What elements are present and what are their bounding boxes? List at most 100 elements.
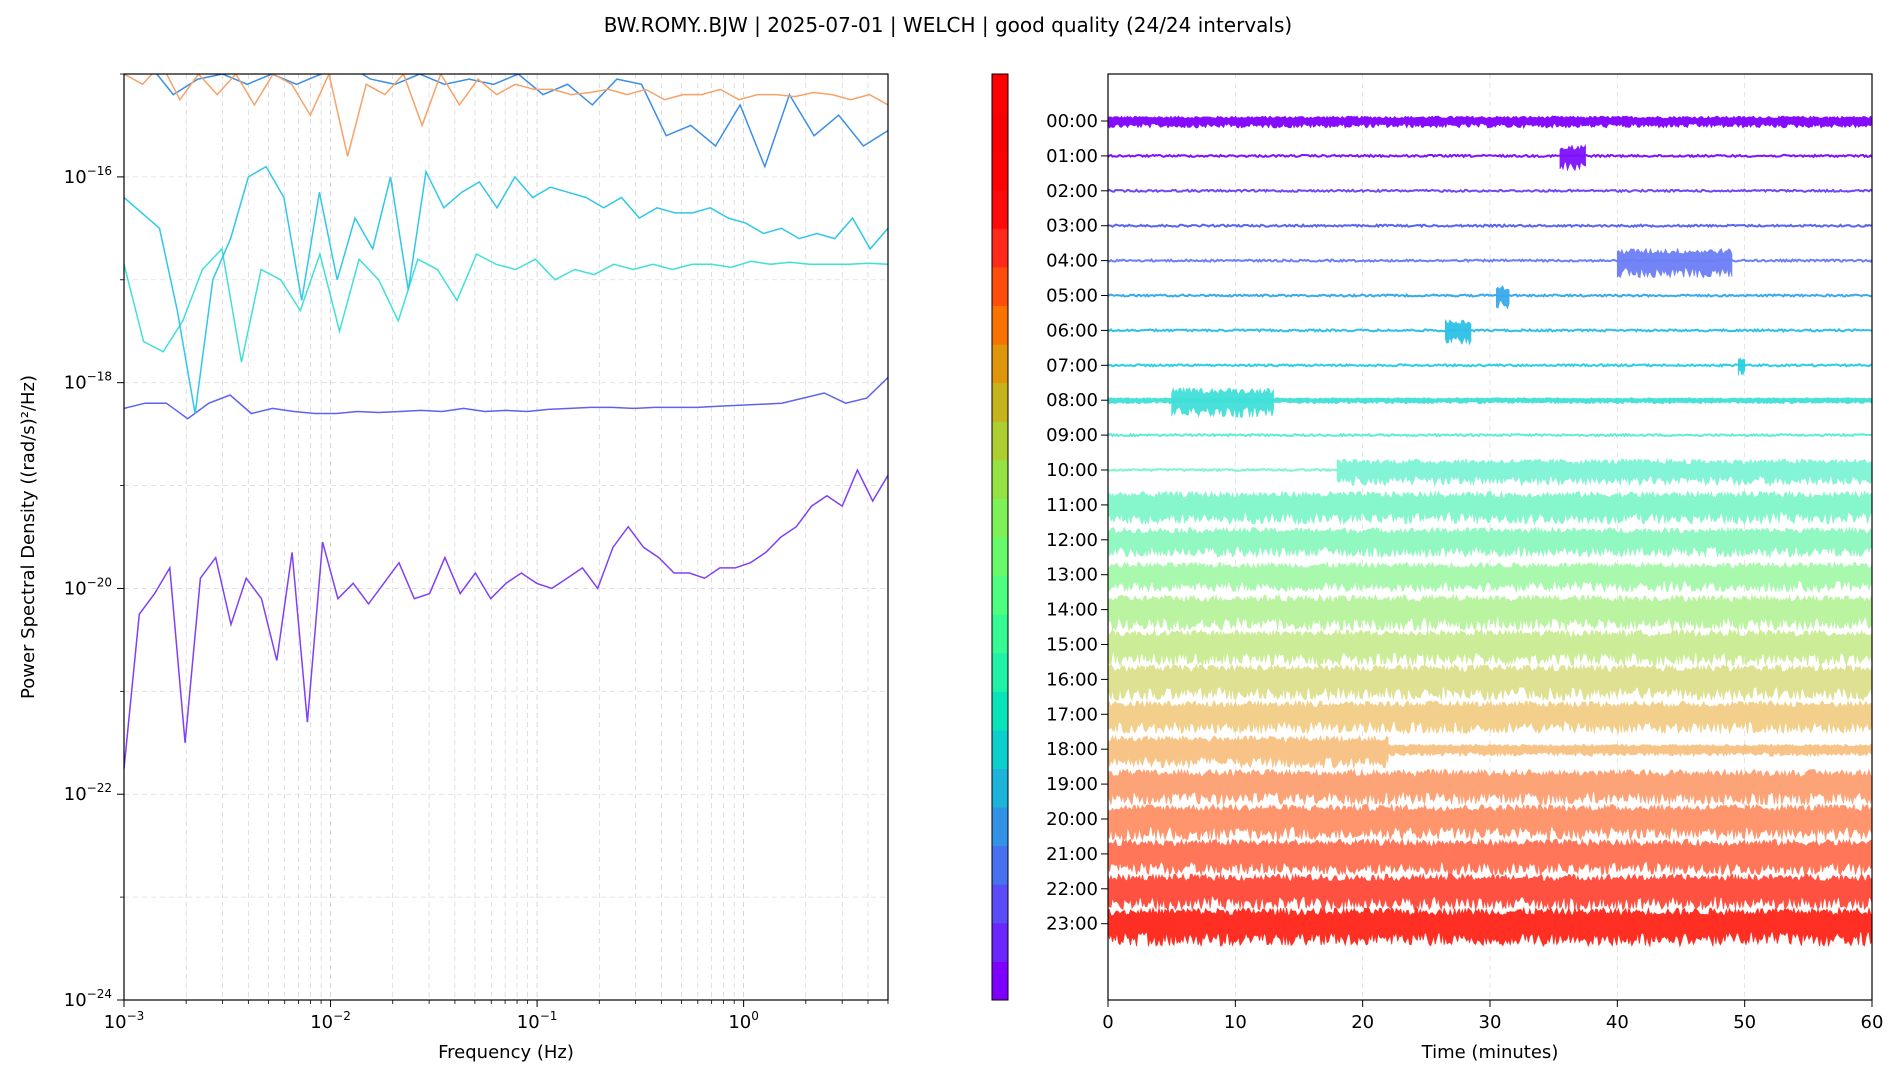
timeseries-y-tick-label: 04:00	[1046, 251, 1098, 272]
timeseries-trace-1700	[1108, 699, 1872, 735]
timeseries-trace-1900	[1108, 767, 1872, 807]
colorbar-segment	[992, 151, 1008, 191]
timeseries-y-tick-label: 13:00	[1046, 565, 1098, 586]
timeseries-x-tick-label: 40	[1606, 1012, 1629, 1033]
timeseries-y-tick-label: 16:00	[1046, 669, 1098, 690]
timeseries-x-axis-label: Time (minutes)	[1421, 1042, 1559, 1063]
psd-series-line-4	[124, 74, 888, 169]
timeseries-y-tick-label: 15:00	[1046, 635, 1098, 656]
timeseries-trace-2200	[1108, 872, 1872, 911]
psd-y-tick-label: 10−18	[64, 370, 112, 394]
colorbar-segment	[992, 421, 1008, 461]
colorbar	[991, 73, 1009, 1001]
colorbar-segment	[992, 575, 1008, 615]
timeseries-trace-0700	[1737, 357, 1746, 376]
timeseries-trace-2000	[1108, 802, 1872, 842]
timeseries-y-tick-label: 18:00	[1046, 739, 1098, 760]
colorbar-segment	[992, 729, 1008, 769]
timeseries-x-tick-label: 60	[1861, 1012, 1884, 1033]
timeseries-trace-1000	[1108, 467, 1338, 473]
colorbar-segment	[992, 305, 1008, 345]
timeseries-y-ticks: 00:00 01:00 02:00 03:00 04:00 05:00 06:00 07:00…	[1046, 111, 1108, 935]
timeseries-trace-1800	[1108, 734, 1389, 770]
timeseries-x-tick-label: 50	[1733, 1012, 1756, 1033]
timeseries-y-tick-label: 22:00	[1046, 879, 1098, 900]
colorbar-segment	[992, 614, 1008, 654]
timeseries-trace-1600	[1108, 663, 1872, 702]
timeseries-trace-0800	[1108, 397, 1872, 405]
psd-x-tick-label: 100	[728, 1009, 759, 1033]
timeseries-y-tick-label: 21:00	[1046, 844, 1098, 865]
psd-y-axis-label: Power Spectral Density ((rad/s)²/Hz)	[18, 375, 39, 699]
timeseries-trace-2100	[1108, 837, 1872, 877]
figure-title: BW.ROMY..BJW | 2025-07-01 | WELCH | good…	[604, 13, 1292, 37]
timeseries-x-ticks: 0 10 20 30 40 50 60	[1102, 1000, 1883, 1033]
timeseries-y-tick-label: 05:00	[1046, 286, 1098, 307]
timeseries-y-tick-label: 08:00	[1046, 390, 1098, 411]
psd-plot-panel: 10−3 10−2 10−1 100 10−16 10−18 10−20 10−22 10−2…	[18, 73, 889, 1063]
timeseries-y-tick-label: 07:00	[1046, 355, 1098, 376]
psd-y-tick-label: 10−22	[64, 781, 112, 805]
colorbar-segment	[992, 691, 1008, 731]
timeseries-trace-1300	[1108, 561, 1872, 594]
psd-series-line-5	[124, 74, 888, 157]
timeseries-trace-0800	[1171, 386, 1274, 418]
timeseries-trace-0400	[1108, 258, 1872, 264]
psd-y-ticks: 10−16 10−18 10−20 10−22 10−24	[64, 73, 124, 1011]
psd-y-tick-label: 10−20	[64, 575, 112, 599]
psd-series-line-2	[124, 247, 888, 363]
timeseries-y-tick-label: 23:00	[1046, 914, 1098, 935]
timeseries-y-tick-label: 11:00	[1046, 495, 1098, 516]
timeseries-trace-0200	[1108, 188, 1872, 194]
psd-series-group	[124, 74, 888, 769]
psd-x-tick-label: 10−3	[104, 1009, 145, 1033]
colorbar-segment	[992, 228, 1008, 268]
colorbar-segment	[992, 459, 1008, 499]
timeseries-trace-2300	[1108, 906, 1872, 948]
timeseries-trace-0600	[1445, 319, 1472, 346]
timeseries-trace-0300	[1108, 223, 1872, 229]
colorbar-segment	[992, 382, 1008, 422]
timeseries-y-tick-label: 12:00	[1046, 530, 1098, 551]
timeseries-trace-0500	[1496, 285, 1510, 310]
psd-series-line-3	[124, 165, 888, 414]
timeseries-y-tick-label: 02:00	[1046, 181, 1098, 202]
colorbar-segment	[992, 652, 1008, 692]
psd-x-axis-label: Frequency (Hz)	[438, 1042, 574, 1063]
psd-y-tick-label: 10−16	[64, 164, 112, 188]
psd-series-line-0	[124, 468, 888, 769]
timeseries-y-tick-label: 09:00	[1046, 425, 1098, 446]
timeseries-y-tick-label: 06:00	[1046, 320, 1098, 341]
timeseries-trace-1200	[1108, 526, 1872, 559]
timeseries-x-tick-label: 30	[1479, 1012, 1502, 1033]
timeseries-x-tick-label: 0	[1102, 1012, 1113, 1033]
timeseries-trace-1000	[1336, 457, 1872, 487]
colorbar-segment	[992, 344, 1008, 384]
timeseries-trace-1100	[1108, 489, 1872, 526]
timeseries-x-tick-label: 20	[1351, 1012, 1374, 1033]
timeseries-trace-0700	[1108, 362, 1872, 368]
timeseries-trace-0100	[1108, 153, 1872, 159]
timeseries-y-tick-label: 00:00	[1046, 111, 1098, 132]
timeseries-y-tick-label: 10:00	[1046, 460, 1098, 481]
timeseries-x-tick-label: 10	[1224, 1012, 1247, 1033]
colorbar-segment	[992, 266, 1008, 306]
timeseries-series-group	[1108, 115, 1872, 948]
timeseries-trace-0000	[1108, 115, 1872, 130]
colorbar-segment	[992, 922, 1008, 962]
colorbar-segment	[992, 189, 1008, 229]
timeseries-y-tick-label: 01:00	[1046, 146, 1098, 167]
timeseries-trace-0900	[1108, 432, 1872, 438]
timeseries-y-tick-label: 03:00	[1046, 216, 1098, 237]
psd-series-line-1	[124, 376, 888, 420]
timeseries-trace-0100	[1559, 144, 1586, 172]
colorbar-segment	[992, 112, 1008, 152]
colorbar-segment	[992, 768, 1008, 808]
colorbar-segment	[992, 845, 1008, 885]
colorbar-segment	[992, 961, 1008, 1001]
psd-y-tick-label: 10−24	[64, 987, 112, 1011]
colorbar-segment	[992, 74, 1008, 114]
timeseries-y-tick-label: 14:00	[1046, 600, 1098, 621]
timeseries-trace-0400	[1616, 247, 1733, 279]
timeseries-trace-1500	[1108, 628, 1872, 667]
